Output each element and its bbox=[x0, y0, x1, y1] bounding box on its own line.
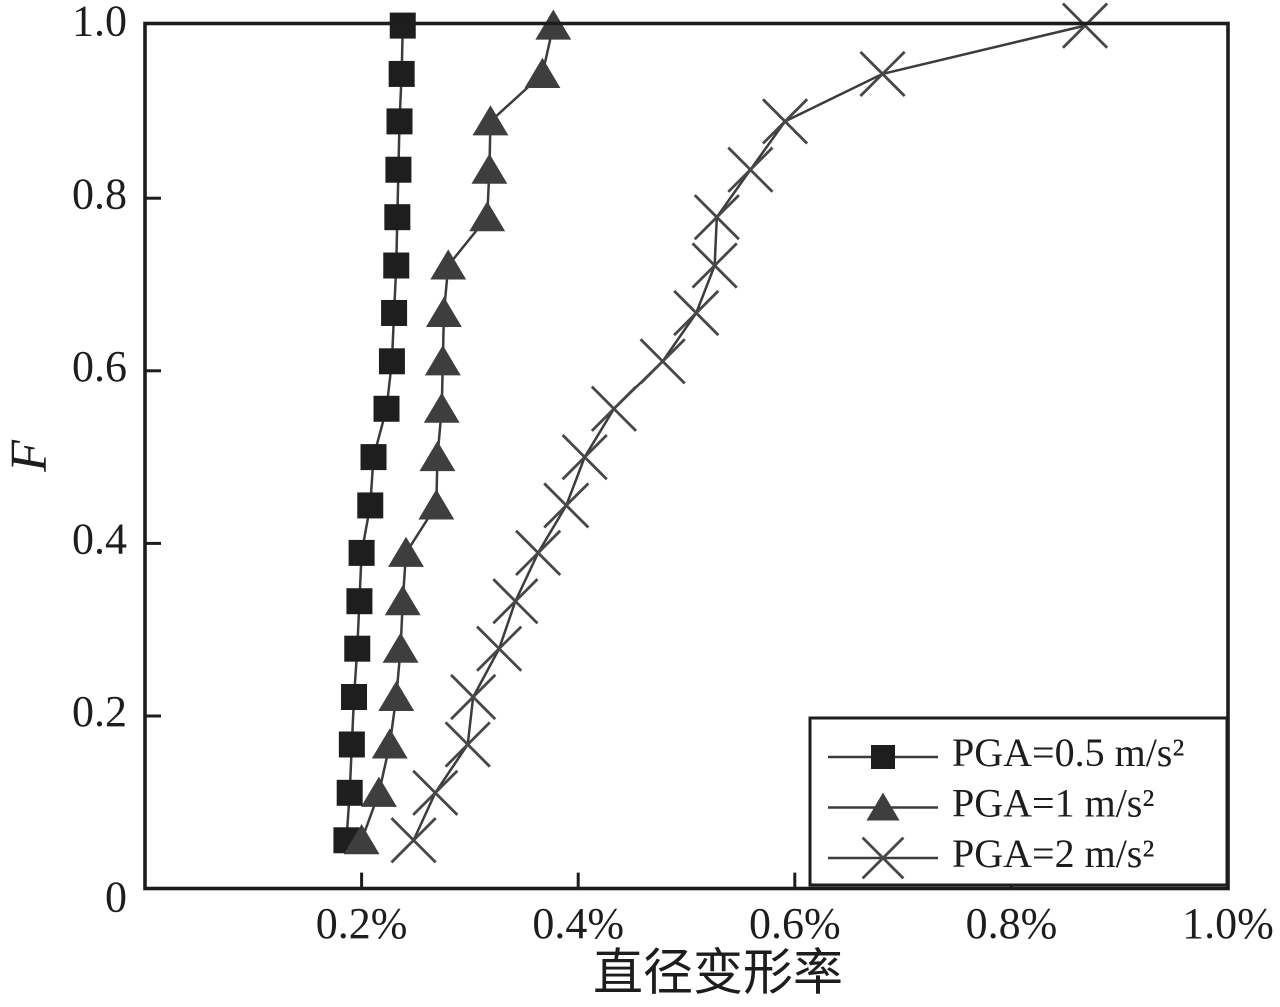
data-point-marker bbox=[381, 299, 408, 326]
x-axis-tick-label: 0.4% bbox=[532, 899, 624, 948]
data-point-marker bbox=[343, 824, 380, 855]
x-axis-title: 直径变形率 bbox=[593, 944, 843, 1000]
legend: PGA=0.5 m/s² PGA=1 m/s² PGA=2 m/s² bbox=[808, 716, 1229, 887]
data-point-marker bbox=[384, 585, 421, 616]
data-point-marker bbox=[472, 105, 509, 136]
y-axis-title: F bbox=[1, 439, 58, 473]
data-point-marker bbox=[469, 201, 506, 232]
data-point-marker bbox=[561, 434, 608, 481]
data-point-marker bbox=[524, 57, 561, 88]
data-point-marker bbox=[389, 12, 416, 39]
data-point-marker bbox=[450, 673, 497, 721]
data-point-marker bbox=[693, 194, 740, 241]
y-axis-tick-label: 0.2 bbox=[72, 687, 127, 736]
data-point-marker bbox=[859, 50, 906, 98]
x-axis-tick-label: 1.0% bbox=[1182, 899, 1274, 948]
data-point-marker bbox=[673, 289, 720, 337]
legend-label: PGA=2 m/s² bbox=[952, 831, 1154, 876]
series-line bbox=[360, 25, 555, 841]
data-point-marker bbox=[761, 98, 809, 145]
y-axis-tick-label: 1.0 bbox=[72, 0, 127, 46]
y-axis-tick-label: 0.6 bbox=[72, 342, 127, 391]
data-point-marker bbox=[344, 635, 371, 662]
legend-square-icon bbox=[871, 745, 895, 769]
data-point-marker bbox=[360, 776, 397, 807]
data-point-marker bbox=[423, 392, 460, 423]
legend-item: PGA=1 m/s² bbox=[828, 781, 1154, 826]
data-point-marker bbox=[419, 440, 456, 472]
series-triangle bbox=[343, 9, 572, 855]
legend-triangle-icon bbox=[866, 792, 900, 821]
data-point-marker bbox=[390, 817, 437, 864]
series-layer bbox=[333, 2, 1109, 864]
data-point-marker bbox=[388, 60, 415, 87]
data-point-marker bbox=[357, 492, 384, 519]
y-axis-tick-label: 0 bbox=[105, 873, 127, 922]
data-point-marker bbox=[338, 731, 365, 758]
data-point-marker bbox=[424, 345, 461, 376]
legend-item: PGA=0.5 m/s² bbox=[828, 730, 1184, 775]
series-x bbox=[390, 2, 1109, 864]
data-point-marker bbox=[341, 684, 368, 711]
plot-border bbox=[143, 21, 1230, 891]
data-point-marker bbox=[430, 249, 467, 280]
data-point-marker bbox=[543, 482, 590, 529]
data-point-marker bbox=[639, 338, 686, 385]
data-point-marker bbox=[444, 721, 491, 768]
data-point-marker bbox=[383, 252, 410, 279]
data-point-marker bbox=[336, 779, 363, 806]
data-point-marker bbox=[384, 204, 411, 231]
data-point-marker bbox=[425, 296, 462, 328]
x-axis-tick-label: 0.6% bbox=[749, 899, 841, 948]
series-line bbox=[412, 24, 1086, 841]
x-axis-tick-label: 0.8% bbox=[966, 899, 1058, 948]
data-point-marker bbox=[1061, 2, 1109, 49]
data-point-marker bbox=[590, 385, 638, 432]
data-point-marker bbox=[412, 769, 459, 816]
y-axis-tick-label: 0.4 bbox=[72, 514, 127, 563]
legend-x-icon bbox=[861, 836, 905, 880]
data-point-marker bbox=[360, 444, 387, 471]
data-point-marker bbox=[515, 529, 562, 576]
data-point-marker bbox=[418, 489, 455, 520]
data-point-marker bbox=[386, 108, 413, 135]
data-point-marker bbox=[373, 395, 400, 422]
data-point-marker bbox=[371, 728, 408, 759]
series-square bbox=[333, 12, 416, 854]
data-point-marker bbox=[348, 539, 375, 566]
y-axis-tick-label: 0.8 bbox=[72, 169, 127, 218]
data-point-marker bbox=[382, 632, 419, 663]
data-point-marker bbox=[388, 536, 424, 567]
data-point-marker bbox=[476, 625, 523, 672]
legend-label: PGA=1 m/s² bbox=[952, 781, 1154, 826]
data-point-marker bbox=[492, 578, 539, 625]
data-point-marker bbox=[727, 146, 774, 193]
data-point-marker bbox=[378, 680, 415, 712]
legend-label: PGA=0.5 m/s² bbox=[952, 730, 1184, 775]
legend-item: PGA=2 m/s² bbox=[828, 831, 1154, 880]
x-axis-tick-label: 0.2% bbox=[316, 899, 408, 948]
data-point-marker bbox=[346, 588, 373, 615]
data-point-marker bbox=[378, 348, 405, 375]
data-point-marker bbox=[691, 242, 738, 289]
data-point-marker bbox=[385, 156, 412, 183]
axis-ticks-layer: 0.2% 0.4% 0.6% 0.8% 1.0% 0 0.2 0.4 0.6 0.8 1.0 bbox=[72, 0, 1274, 948]
data-point-marker bbox=[471, 153, 508, 184]
